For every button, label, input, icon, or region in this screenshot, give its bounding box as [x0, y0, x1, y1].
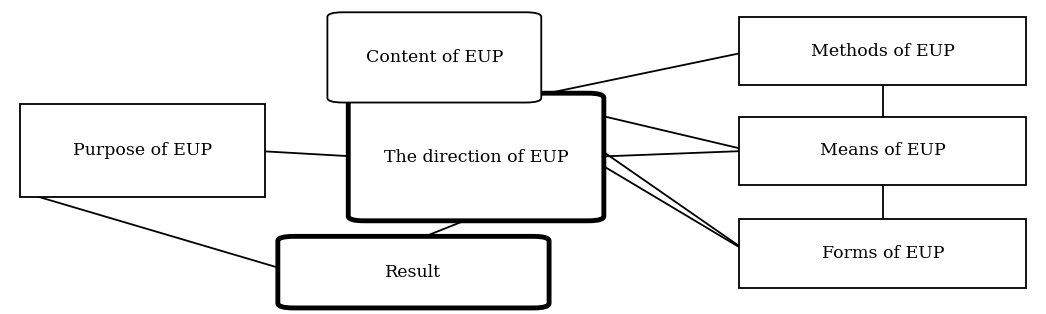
FancyBboxPatch shape: [20, 104, 265, 198]
FancyBboxPatch shape: [327, 12, 541, 103]
Text: Result: Result: [386, 264, 441, 281]
Text: Means of EUP: Means of EUP: [820, 142, 946, 159]
Text: Methods of EUP: Methods of EUP: [811, 43, 955, 60]
FancyBboxPatch shape: [740, 219, 1026, 288]
FancyBboxPatch shape: [348, 93, 604, 221]
FancyBboxPatch shape: [278, 236, 549, 308]
Text: Forms of EUP: Forms of EUP: [822, 245, 945, 262]
FancyBboxPatch shape: [740, 17, 1026, 85]
Text: The direction of EUP: The direction of EUP: [384, 149, 568, 165]
FancyBboxPatch shape: [740, 116, 1026, 185]
Text: Content of EUP: Content of EUP: [366, 49, 503, 66]
Text: Purpose of EUP: Purpose of EUP: [72, 142, 211, 159]
